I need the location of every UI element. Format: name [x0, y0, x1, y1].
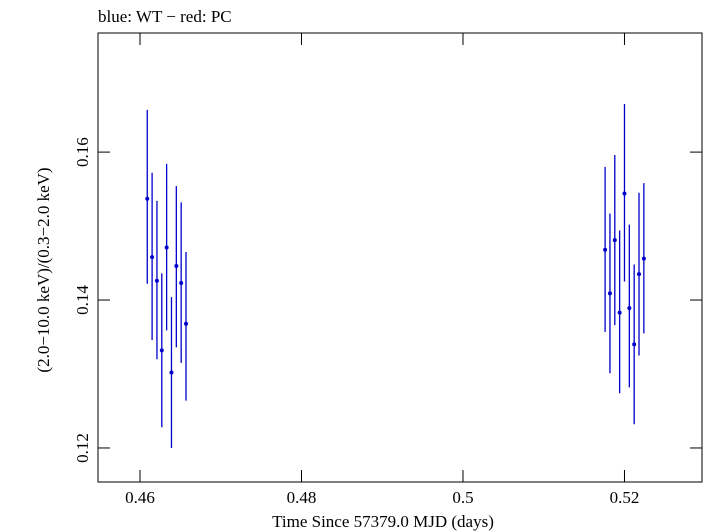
- data-point: [164, 245, 169, 250]
- data-point: [603, 247, 608, 252]
- x-tick-label: 0.48: [287, 488, 317, 507]
- plot-frame: [97, 32, 703, 483]
- y-tick-label: 0.12: [73, 433, 92, 463]
- data-point: [150, 255, 155, 260]
- data-point: [159, 348, 164, 353]
- data-point: [174, 264, 179, 269]
- data-series: [145, 104, 646, 448]
- x-tick-label: 0.52: [610, 488, 640, 507]
- data-point: [145, 196, 150, 201]
- data-point: [632, 342, 637, 347]
- data-point: [627, 306, 632, 311]
- data-point: [184, 321, 189, 326]
- x-tick-label: 0.5: [452, 488, 473, 507]
- x-tick-label: 0.46: [125, 488, 155, 507]
- y-tick-label: 0.14: [73, 285, 92, 315]
- data-point: [637, 272, 642, 277]
- data-point: [641, 256, 646, 261]
- data-point: [622, 191, 627, 196]
- x-axis-label: Time Since 57379.0 MJD (days): [272, 512, 494, 531]
- y-axis: 0.12 0.14 0.16: [73, 137, 702, 463]
- data-point: [154, 278, 159, 283]
- y-tick-label: 0.16: [73, 137, 92, 167]
- data-point: [617, 310, 622, 315]
- data-point: [607, 291, 612, 296]
- data-point: [612, 238, 617, 243]
- data-point: [179, 281, 184, 286]
- data-point: [169, 370, 174, 375]
- y-axis-label: (2.0−10.0 keV)/(0.3−2.0 keV): [34, 167, 53, 372]
- chart-title: blue: WT − red: PC: [98, 7, 232, 26]
- x-axis: 0.46 0.48 0.5 0.52: [125, 33, 639, 507]
